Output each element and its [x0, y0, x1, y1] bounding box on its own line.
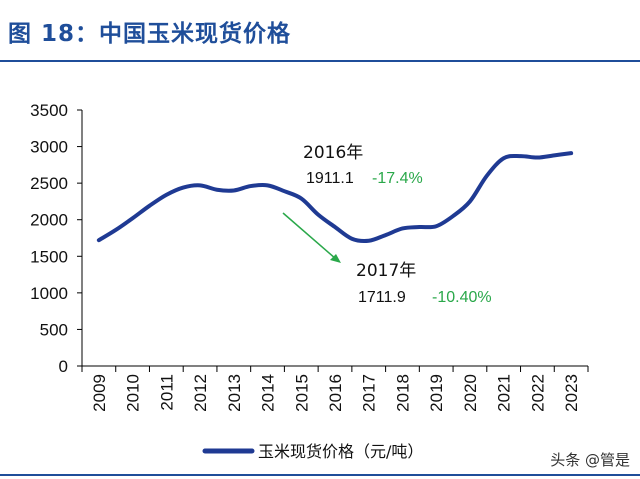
annotation-2017-year: 2017年 — [356, 261, 416, 281]
title-divider — [0, 60, 640, 62]
annotation-2017-change: -10.40% — [432, 289, 492, 306]
page-title: 图 18：中国玉米现货价格 — [8, 21, 292, 47]
watermark: 头条 @管是 — [550, 451, 630, 469]
y-tick-label: 3000 — [30, 138, 68, 157]
decline-arrow — [282, 212, 337, 260]
series-line — [96, 151, 574, 244]
x-tick-label: 2023 — [562, 374, 581, 412]
bottom-divider — [0, 474, 640, 476]
chart-series — [96, 151, 574, 244]
x-axis-ticks: 2009 2010 2011 2012 2013 2014 2015 2016 2017 2018… — [81, 366, 589, 412]
y-tick-label: 2000 — [30, 211, 68, 230]
x-tick-label: 2019 — [427, 374, 446, 412]
chart-axes — [81, 110, 588, 367]
x-tick-label: 2012 — [191, 374, 210, 412]
y-tick-label: 3500 — [30, 101, 68, 120]
x-tick-label: 2017 — [360, 374, 379, 412]
x-tick-label: 2013 — [225, 374, 244, 412]
x-tick-label: 2009 — [90, 374, 109, 412]
x-tick-label: 2016 — [326, 374, 345, 412]
chart-annotations: 2016年 1911.1 -17.4% 2017年 1711.9 -10.40% — [282, 143, 492, 306]
decline-arrowhead — [330, 254, 341, 263]
legend-label: 玉米现货价格（元/吨） — [258, 442, 423, 461]
y-tick-label: 1000 — [30, 284, 68, 303]
x-tick-label: 2021 — [495, 374, 514, 412]
y-tick-label: 0 — [59, 357, 68, 376]
y-tick-label: 500 — [40, 320, 68, 339]
y-tick-label: 2500 — [30, 174, 68, 193]
x-tick-label: 2020 — [461, 374, 480, 412]
annotation-2016-value: 1911.1 — [306, 170, 354, 187]
x-tick-label: 2011 — [157, 374, 176, 411]
x-tick-label: 2022 — [528, 374, 547, 412]
y-axis-ticks: 0 500 1000 1500 2000 2500 3000 3500 — [30, 101, 82, 376]
annotation-2016-year: 2016年 — [303, 143, 363, 163]
annotation-2016-change: -17.4% — [372, 170, 423, 187]
chart-legend: 玉米现货价格（元/吨） — [202, 442, 423, 461]
x-tick-label: 2010 — [124, 374, 143, 412]
x-tick-label: 2014 — [259, 374, 278, 412]
annotation-2017-value: 1711.9 — [358, 289, 406, 306]
x-tick-label: 2018 — [393, 374, 412, 412]
x-tick-label: 2015 — [292, 374, 311, 412]
y-tick-label: 1500 — [30, 247, 68, 266]
